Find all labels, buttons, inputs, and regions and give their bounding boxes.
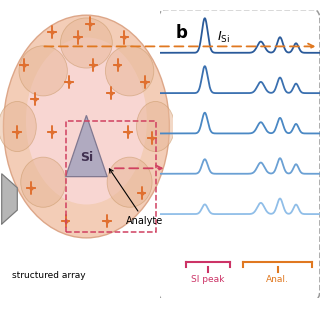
Ellipse shape [105, 46, 154, 96]
Text: Anal.: Anal. [266, 275, 289, 284]
Ellipse shape [0, 101, 36, 152]
Text: structured array: structured array [12, 271, 85, 280]
Text: b: b [176, 24, 188, 42]
Ellipse shape [60, 18, 112, 68]
Text: SI peak: SI peak [191, 275, 225, 284]
Ellipse shape [107, 157, 152, 207]
Text: $\mathit{I}$$_\mathrm{Si}$: $\mathit{I}$$_\mathrm{Si}$ [218, 30, 230, 45]
Ellipse shape [19, 46, 68, 96]
Ellipse shape [26, 37, 147, 204]
Polygon shape [2, 174, 17, 224]
Text: Analyte: Analyte [109, 169, 164, 226]
Ellipse shape [137, 101, 174, 152]
Text: Si: Si [80, 151, 93, 164]
Ellipse shape [4, 15, 169, 238]
Polygon shape [66, 116, 107, 177]
Bar [66, 121, 156, 232]
Ellipse shape [21, 157, 66, 207]
